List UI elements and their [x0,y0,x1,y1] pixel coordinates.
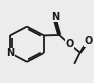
Text: N: N [51,12,59,22]
Text: O: O [85,36,93,46]
Text: N: N [6,48,14,58]
Text: O: O [66,39,74,49]
